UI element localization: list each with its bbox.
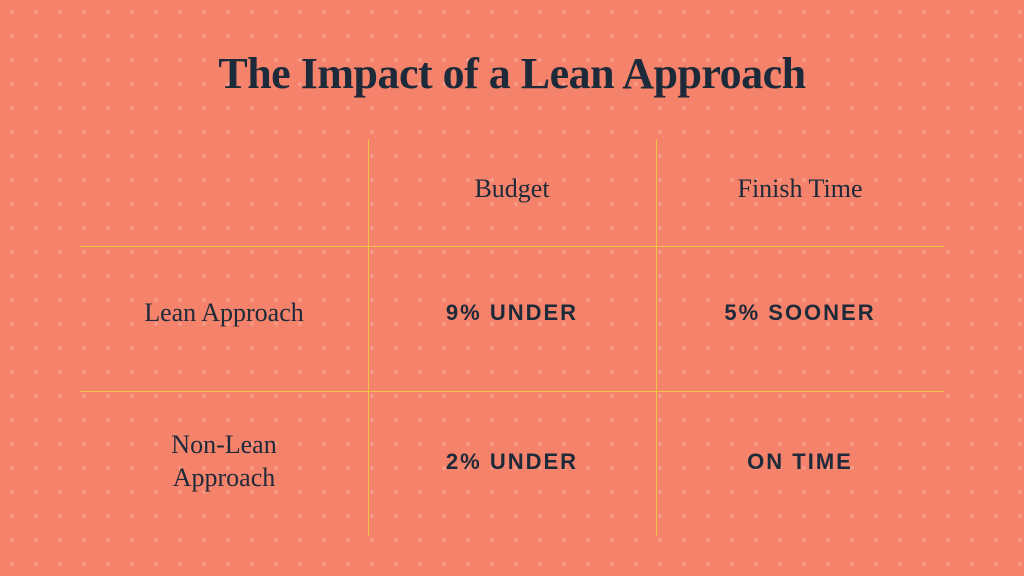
row-header-nonlean-text: Non-LeanApproach [171,429,276,494]
column-header-finish-time: Finish Time [656,139,944,239]
row-header-nonlean: Non-LeanApproach [80,388,368,537]
value-nonlean-budget: 2% UNDER [368,388,656,537]
comparison-table: Budget Finish Time Lean Approach 9% UNDE… [80,139,944,536]
page-title: The Impact of a Lean Approach [80,48,944,99]
grid-hline [80,391,944,392]
value-nonlean-finish: ON TIME [656,388,944,537]
value-lean-budget: 9% UNDER [368,239,656,388]
row-header-lean: Lean Approach [80,239,368,388]
grid-vline [656,139,657,536]
grid-hline [80,246,944,247]
grid-vline [368,139,369,536]
column-header-budget: Budget [368,139,656,239]
infographic-content: The Impact of a Lean Approach Budget Fin… [0,0,1024,576]
table-corner-blank [80,139,368,239]
value-lean-finish: 5% SOONER [656,239,944,388]
